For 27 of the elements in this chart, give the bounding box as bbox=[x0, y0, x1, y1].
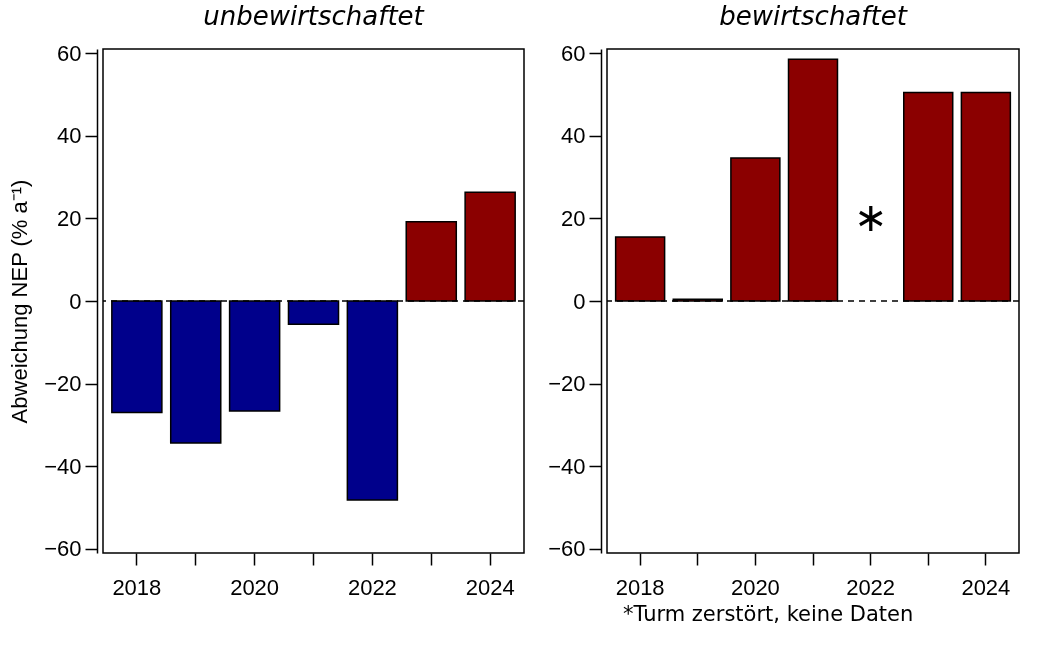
y-tick-label: −60 bbox=[548, 536, 586, 562]
y-tick-label: −60 bbox=[44, 536, 82, 562]
x-tick-label: 2022 bbox=[347, 574, 397, 600]
chart-title: unbewirtschaftet bbox=[203, 1, 425, 32]
x-tick-label: 2024 bbox=[465, 574, 515, 600]
y-tick-label: 0 bbox=[573, 288, 586, 314]
y-tick-label: 40 bbox=[561, 123, 586, 149]
y-tick-label: 60 bbox=[57, 40, 82, 66]
x-tick-label: 2022 bbox=[846, 574, 896, 600]
annotation: ∗ bbox=[853, 195, 888, 239]
x-tick-label: 2024 bbox=[961, 574, 1011, 600]
x-tick-label: 2020 bbox=[230, 574, 280, 600]
x-tick-label: 2020 bbox=[730, 574, 780, 600]
y-axis-title: Abweichung NEP (% a⁻¹) bbox=[7, 179, 33, 424]
x-tick-label: 2018 bbox=[112, 574, 162, 600]
y-tick-label: −20 bbox=[548, 371, 586, 397]
y-tick-label: 40 bbox=[57, 123, 82, 149]
y-tick-label: 60 bbox=[561, 40, 586, 66]
y-tick-label: 0 bbox=[69, 288, 82, 314]
text: *Turm zerstört, keine Daten bbox=[623, 602, 915, 626]
chart-title: bewirtschaftet bbox=[719, 1, 908, 32]
y-tick-label: −40 bbox=[44, 453, 82, 479]
y-tick-label: 20 bbox=[561, 205, 586, 231]
x-tick-label: 2018 bbox=[615, 574, 665, 600]
y-tick-label: −20 bbox=[44, 371, 82, 397]
y-tick-label: 20 bbox=[57, 205, 82, 231]
y-tick-label: −40 bbox=[548, 453, 586, 479]
